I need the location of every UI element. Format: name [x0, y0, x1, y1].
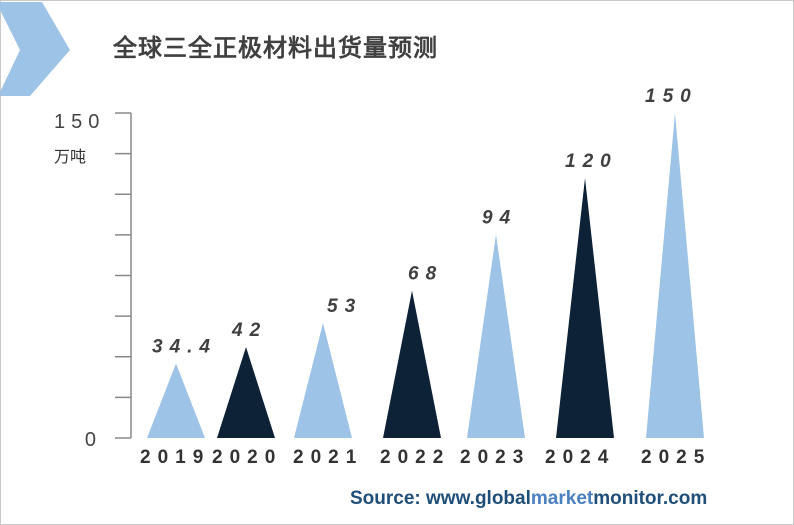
bar-2024 — [556, 178, 614, 438]
category-label-2019: 2019 — [140, 447, 210, 468]
y-tick-label-150: 150 — [54, 111, 105, 133]
category-label-2021: 2021 — [293, 447, 363, 468]
source-credit[interactable]: Source: www.globalmarketmonitor.com — [350, 488, 707, 510]
logo-chevron-icon — [0, 2, 70, 96]
source-suffix: .com — [662, 488, 708, 509]
category-label-2022: 2022 — [380, 447, 450, 468]
category-labels: 2019 2020 2021 2022 2023 2024 2025 — [140, 447, 711, 468]
category-label-2023: 2023 — [460, 447, 530, 468]
source-part-global: global — [474, 488, 531, 509]
bar-2021 — [294, 323, 352, 438]
bars — [147, 113, 704, 438]
bar-2019 — [147, 363, 205, 438]
bar-2022 — [383, 290, 441, 438]
value-label-2019: 34.4 — [152, 336, 217, 357]
bar-2025 — [646, 113, 704, 438]
value-label-2021: 53 — [327, 296, 362, 317]
bar-2023 — [467, 234, 525, 438]
value-label-2025: 150 — [645, 86, 698, 107]
value-label-2020: 42 — [231, 320, 267, 341]
source-part-monitor: monitor — [593, 488, 663, 509]
source-prefix: Source: www. — [350, 488, 475, 509]
source-part-market: market — [530, 488, 594, 509]
value-labels: 34.4 42 53 68 94 120 150 — [152, 86, 698, 357]
value-label-2022: 68 — [408, 264, 443, 285]
y-axis: 0 150 万吨 — [54, 111, 132, 451]
value-label-2024: 120 — [565, 151, 618, 172]
category-label-2024: 2024 — [545, 447, 615, 468]
bar-2020 — [217, 347, 275, 438]
value-label-2023: 94 — [482, 207, 517, 228]
y-unit-label: 万吨 — [54, 147, 86, 166]
category-label-2020: 2020 — [212, 447, 282, 468]
chart-title: 全球三全正极材料出货量预测 — [113, 34, 438, 62]
y-tick-label-0: 0 — [85, 429, 102, 451]
category-label-2025: 2025 — [641, 447, 711, 468]
